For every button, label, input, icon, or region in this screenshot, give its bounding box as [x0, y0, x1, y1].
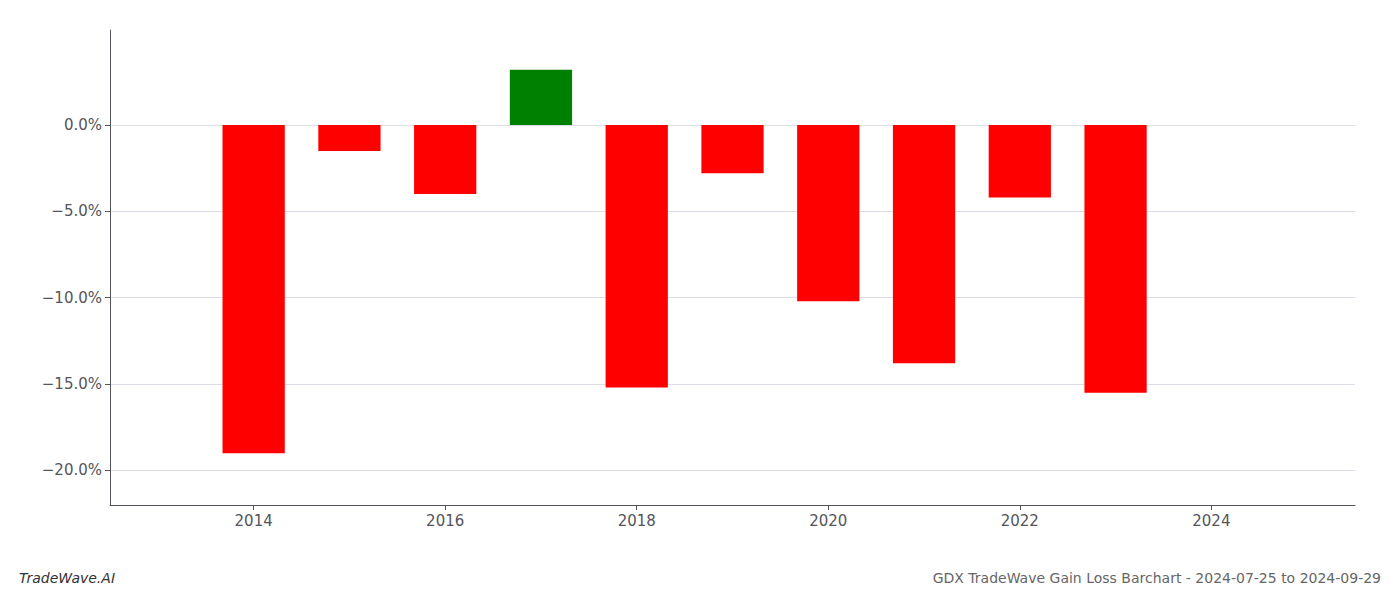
svg-text:−15.0%: −15.0%: [42, 375, 102, 393]
svg-text:2024: 2024: [1192, 512, 1230, 530]
svg-text:2018: 2018: [618, 512, 656, 530]
svg-text:2022: 2022: [1001, 512, 1039, 530]
svg-text:2014: 2014: [235, 512, 273, 530]
svg-text:−5.0%: −5.0%: [51, 202, 102, 220]
svg-text:0.0%: 0.0%: [64, 116, 102, 134]
svg-text:TradeWave.AI: TradeWave.AI: [19, 570, 115, 586]
svg-text:2016: 2016: [426, 512, 464, 530]
svg-text:GDX TradeWave Gain Loss Barcha: GDX TradeWave Gain Loss Barchart - 2024-…: [933, 570, 1381, 586]
svg-text:−20.0%: −20.0%: [42, 461, 102, 479]
svg-text:−10.0%: −10.0%: [42, 289, 102, 307]
svg-text:2020: 2020: [809, 512, 847, 530]
